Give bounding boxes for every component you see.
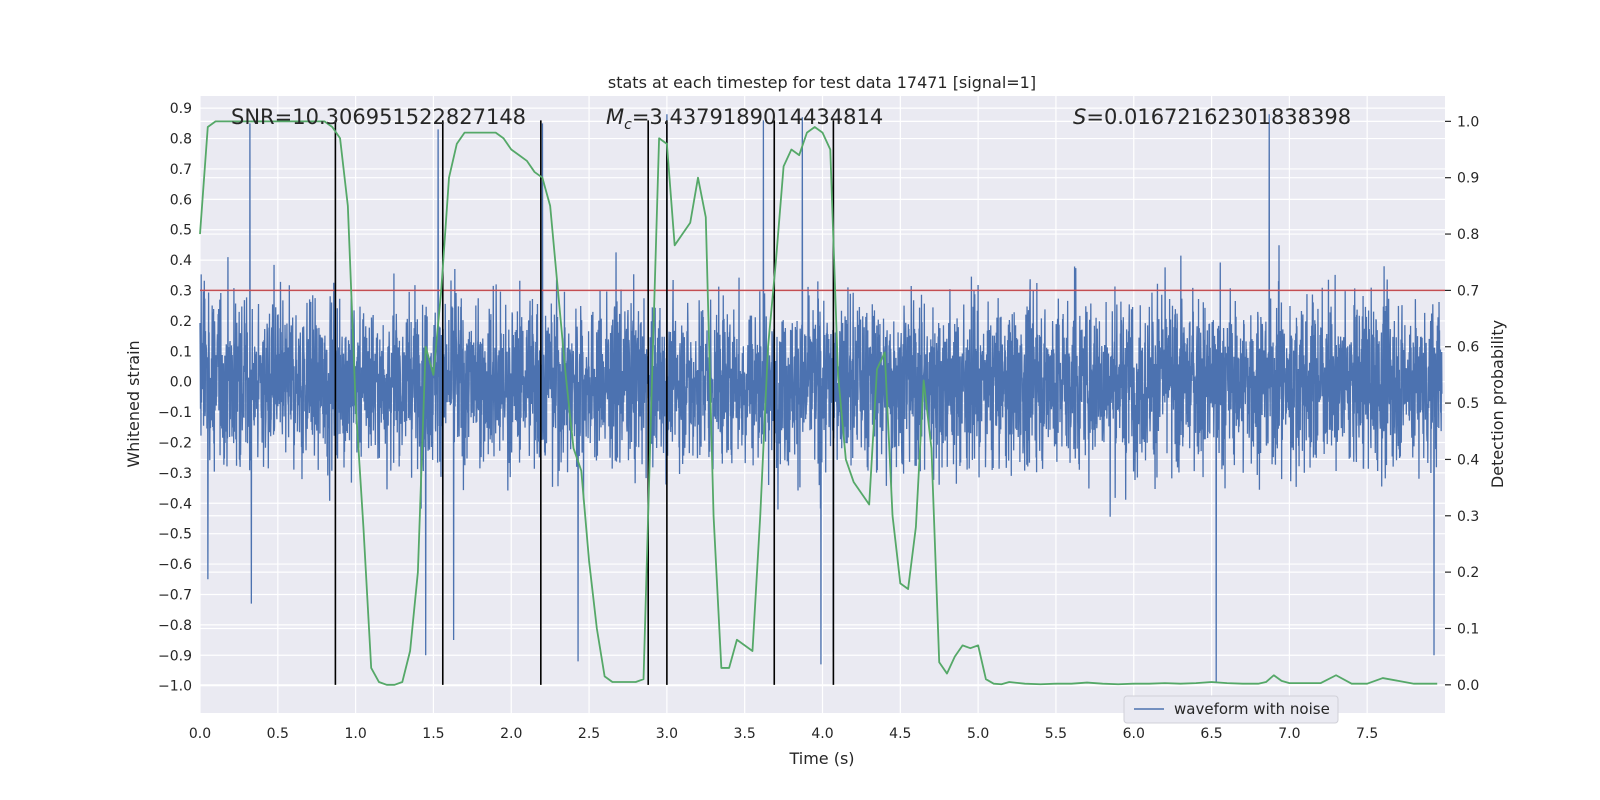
y-axis-right-label: Detection probability	[1488, 320, 1507, 488]
y-left-tick-label: 0.4	[170, 253, 192, 269]
x-tick-label: 3.0	[656, 726, 678, 742]
x-tick-label: 7.5	[1356, 726, 1378, 742]
y-left-tick-label: 0.0	[170, 375, 192, 391]
y-left-tick-label: −0.9	[158, 648, 192, 664]
y-right-tick-label: 1.0	[1457, 114, 1479, 130]
x-tick-label: 7.0	[1278, 726, 1300, 742]
mc-symbol: M	[606, 105, 624, 129]
y-left-tick-label: 0.7	[170, 162, 192, 178]
x-tick-label: 0.0	[189, 726, 211, 742]
y-right-tick-label: 0.7	[1457, 283, 1479, 299]
y-left-tick-label: −0.6	[158, 557, 192, 573]
waveform-series	[199, 114, 1443, 683]
x-tick-label: 3.5	[734, 726, 756, 742]
mc-subscript: c	[624, 117, 632, 133]
x-tick-label: 1.0	[344, 726, 366, 742]
x-tick-label: 5.0	[967, 726, 989, 742]
x-tick-label: 6.0	[1123, 726, 1145, 742]
legend-box	[1123, 695, 1339, 724]
y-left-tick-label: 0.1	[170, 344, 192, 360]
y-left-tick-label: 0.9	[170, 101, 192, 117]
x-tick-label: 2.0	[500, 726, 522, 742]
x-tick-label: 5.5	[1045, 726, 1067, 742]
y-right-tick-label: 0.4	[1457, 452, 1479, 468]
mc-value: =3.4379189014434814	[632, 105, 883, 129]
y-right-tick-label: 0.6	[1457, 340, 1479, 356]
x-tick-label: 4.5	[889, 726, 911, 742]
y-right-tick-label: 0.0	[1457, 678, 1479, 694]
y-left-tick-label: −0.4	[158, 496, 192, 512]
s-symbol: S	[1073, 105, 1086, 129]
detection-probability-series	[199, 120, 1438, 686]
x-axis-label: Time (s)	[788, 749, 854, 768]
x-tick-label: 1.5	[422, 726, 444, 742]
chart-title: stats at each timestep for test data 174…	[608, 73, 1036, 92]
y-left-tick-label: −1.0	[158, 679, 192, 695]
chirp-mass-annotation: Mc=3.4379189014434814	[606, 105, 883, 133]
y-left-tick-label: −0.8	[158, 618, 192, 634]
waveform-line	[199, 114, 1443, 683]
y-left-tick-label: −0.1	[158, 405, 192, 421]
y-axis-left-label: Whitened strain	[124, 340, 143, 467]
y-right-tick-label: 0.8	[1457, 227, 1479, 243]
s-value: =0.016721623018383​98	[1086, 105, 1351, 129]
y-left-tick-label: 0.2	[170, 314, 192, 330]
y-right-tick-label: 0.5	[1457, 396, 1479, 412]
ticks: 0.0 0.5 1.0 1.5 2.0 2.5 3.0 3.5 4.0 4.5 5.0 5.5 6.0 6…	[158, 101, 1479, 742]
s-annotation: S=0.016721623018383​98	[1073, 105, 1351, 129]
x-tick-label: 2.5	[578, 726, 600, 742]
y-right-tick-label: 0.9	[1457, 171, 1479, 187]
legend: waveform with noise	[1123, 695, 1339, 724]
y-left-tick-label: −0.5	[158, 527, 192, 543]
y-left-tick-label: 0.5	[170, 223, 192, 239]
x-tick-label: 4.0	[811, 726, 833, 742]
y-right-tick-label: 0.1	[1457, 621, 1479, 637]
y-left-tick-label: −0.7	[158, 587, 192, 603]
legend-label: waveform with noise	[1174, 700, 1330, 718]
x-tick-label: 6.5	[1200, 726, 1222, 742]
y-left-tick-label: −0.3	[158, 466, 192, 482]
y-right-tick-label: 0.2	[1457, 565, 1479, 581]
detection-probability-line	[199, 120, 1438, 686]
snr-annotation: SNR=10.306951522827148	[231, 105, 526, 129]
x-tick-label: 0.5	[267, 726, 289, 742]
y-left-tick-label: 0.3	[170, 284, 192, 300]
y-left-tick-label: 0.8	[170, 132, 192, 148]
y-right-tick-label: 0.3	[1457, 509, 1479, 525]
y-left-tick-label: 0.6	[170, 192, 192, 208]
y-left-tick-label: −0.2	[158, 435, 192, 451]
